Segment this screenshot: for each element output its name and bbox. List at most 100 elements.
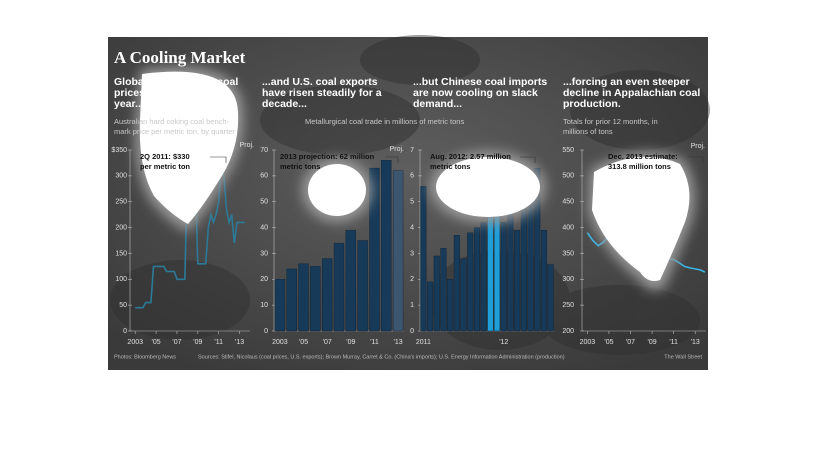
bar [298, 263, 309, 332]
highlight-blobs [135, 66, 695, 291]
y-tick-label: 350 [562, 250, 574, 257]
proj-label: Proj. [390, 146, 404, 153]
y-tick-label: 0 [123, 328, 127, 335]
bar [274, 279, 286, 332]
photo-texture [110, 35, 710, 355]
y-tick-label: 20 [260, 276, 268, 283]
annotation-leader [385, 156, 399, 163]
panel-subtitle: Australian hard coking coal bench- [114, 117, 230, 126]
proj-label: Proj. [691, 143, 705, 150]
bar [480, 222, 487, 332]
panel-subtitle: mark price per metric ton, by quarter [114, 127, 235, 136]
x-tick-label: '07 [172, 339, 181, 346]
y-tick-label: $350 [111, 147, 127, 154]
x-tick-label: '11 [669, 339, 678, 346]
bar [345, 229, 356, 332]
bar [447, 279, 454, 332]
y-tick-label: 400 [562, 224, 574, 231]
panel-heading: decline in Appalachian coal [563, 87, 700, 99]
annotation: Dec. 2013 estimate: [608, 152, 678, 161]
y-tick-label: 40 [260, 224, 268, 231]
x-tick-label: '11 [214, 339, 223, 346]
bar [310, 266, 321, 332]
bar [514, 229, 521, 332]
x-tick-label: '05 [152, 339, 161, 346]
bar [547, 264, 554, 332]
x-tick-label: '13 [235, 339, 244, 346]
y-tick-label: 70 [260, 147, 268, 154]
x-tick-label: '13 [691, 339, 700, 346]
y-tick-label: 500 [562, 173, 574, 180]
bar [453, 235, 460, 332]
y-tick-label: 200 [562, 328, 574, 335]
x-tick-label: '12 [499, 339, 508, 346]
panel-heading: demand... [413, 98, 462, 110]
annotation-leader [520, 156, 536, 163]
bar [473, 227, 480, 332]
y-tick-label: 250 [115, 199, 127, 206]
proj-label: Proj. [240, 142, 254, 149]
panel-heading: prices hit a record last [114, 87, 227, 99]
annotation: 2Q 2011: $330 [140, 152, 190, 161]
x-tick-label: '09 [648, 339, 657, 346]
annotation: Aug. 2012: 2.57 million [430, 152, 511, 161]
annotation-leader [210, 156, 227, 163]
publisher: The Wall Street [664, 354, 702, 360]
x-tick-label: '09 [346, 339, 355, 346]
y-tick-label: 50 [260, 199, 268, 206]
x-tick-label: '09 [193, 339, 202, 346]
bar [467, 232, 474, 332]
chart-labels: A Cooling Market Photos: Bloomberg News … [111, 48, 705, 361]
panel-heading: Global metallurgical coal [114, 76, 238, 88]
bar [392, 170, 404, 332]
y-tick-label: 6 [410, 173, 414, 180]
y-tick-label: 1 [410, 302, 414, 309]
y-tick-label: 250 [562, 302, 574, 309]
x-tick-label: 2003 [127, 339, 143, 346]
bar [460, 258, 467, 332]
bar [420, 185, 427, 332]
annotation-leader [688, 156, 704, 163]
bar [520, 206, 527, 332]
x-tick-label: '11 [370, 339, 379, 346]
x-tick-label: 2003 [580, 339, 596, 346]
y-tick-label: 10 [260, 302, 268, 309]
x-tick-label: '05 [299, 339, 308, 346]
x-tick-label: '13 [394, 339, 403, 346]
y-tick-label: 30 [260, 250, 268, 257]
bar [494, 204, 501, 332]
y-tick-label: 0 [410, 328, 414, 335]
x-tick-label: 2003 [272, 339, 288, 346]
y-tick-label: 550 [562, 147, 574, 154]
annotation: metric tons [280, 162, 320, 171]
y-tick-label: 5 [410, 199, 414, 206]
x-tick-label: 2011 [416, 339, 431, 346]
y-tick-label: 450 [562, 199, 574, 206]
bar [427, 281, 434, 332]
y-tick-label: 150 [115, 250, 127, 257]
panel-subtitle: Metallurgical coal trade in millions of … [305, 117, 464, 126]
y-tick-label: 100 [115, 276, 127, 283]
annotation: metric tons [430, 162, 470, 171]
panel-heading: production. [563, 98, 621, 110]
panel-subtitle: Totals for prior 12 months, in [563, 117, 658, 126]
x-tick-label: '05 [604, 339, 613, 346]
y-tick-label: 0 [264, 328, 268, 335]
main-title: A Cooling Market [114, 48, 246, 67]
bar [540, 229, 547, 332]
y-tick-label: 2 [410, 276, 414, 283]
y-tick-label: 50 [119, 302, 127, 309]
photo-credit: Photos: Bloomberg News [114, 354, 176, 360]
annotation: per metric ton [140, 162, 190, 171]
y-tick-label: 7 [410, 147, 414, 154]
sources: Sources: Stifel, Nicolaus (coal prices, … [198, 354, 565, 360]
x-tick-label: '07 [323, 339, 332, 346]
annotation: 313.8 million tons [608, 162, 671, 171]
bar [381, 160, 392, 332]
data-line [135, 160, 245, 309]
bar [357, 240, 368, 332]
bar [333, 242, 345, 332]
x-tick-label: '07 [626, 339, 635, 346]
panel-heading: ...and U.S. coal exports [262, 76, 378, 88]
